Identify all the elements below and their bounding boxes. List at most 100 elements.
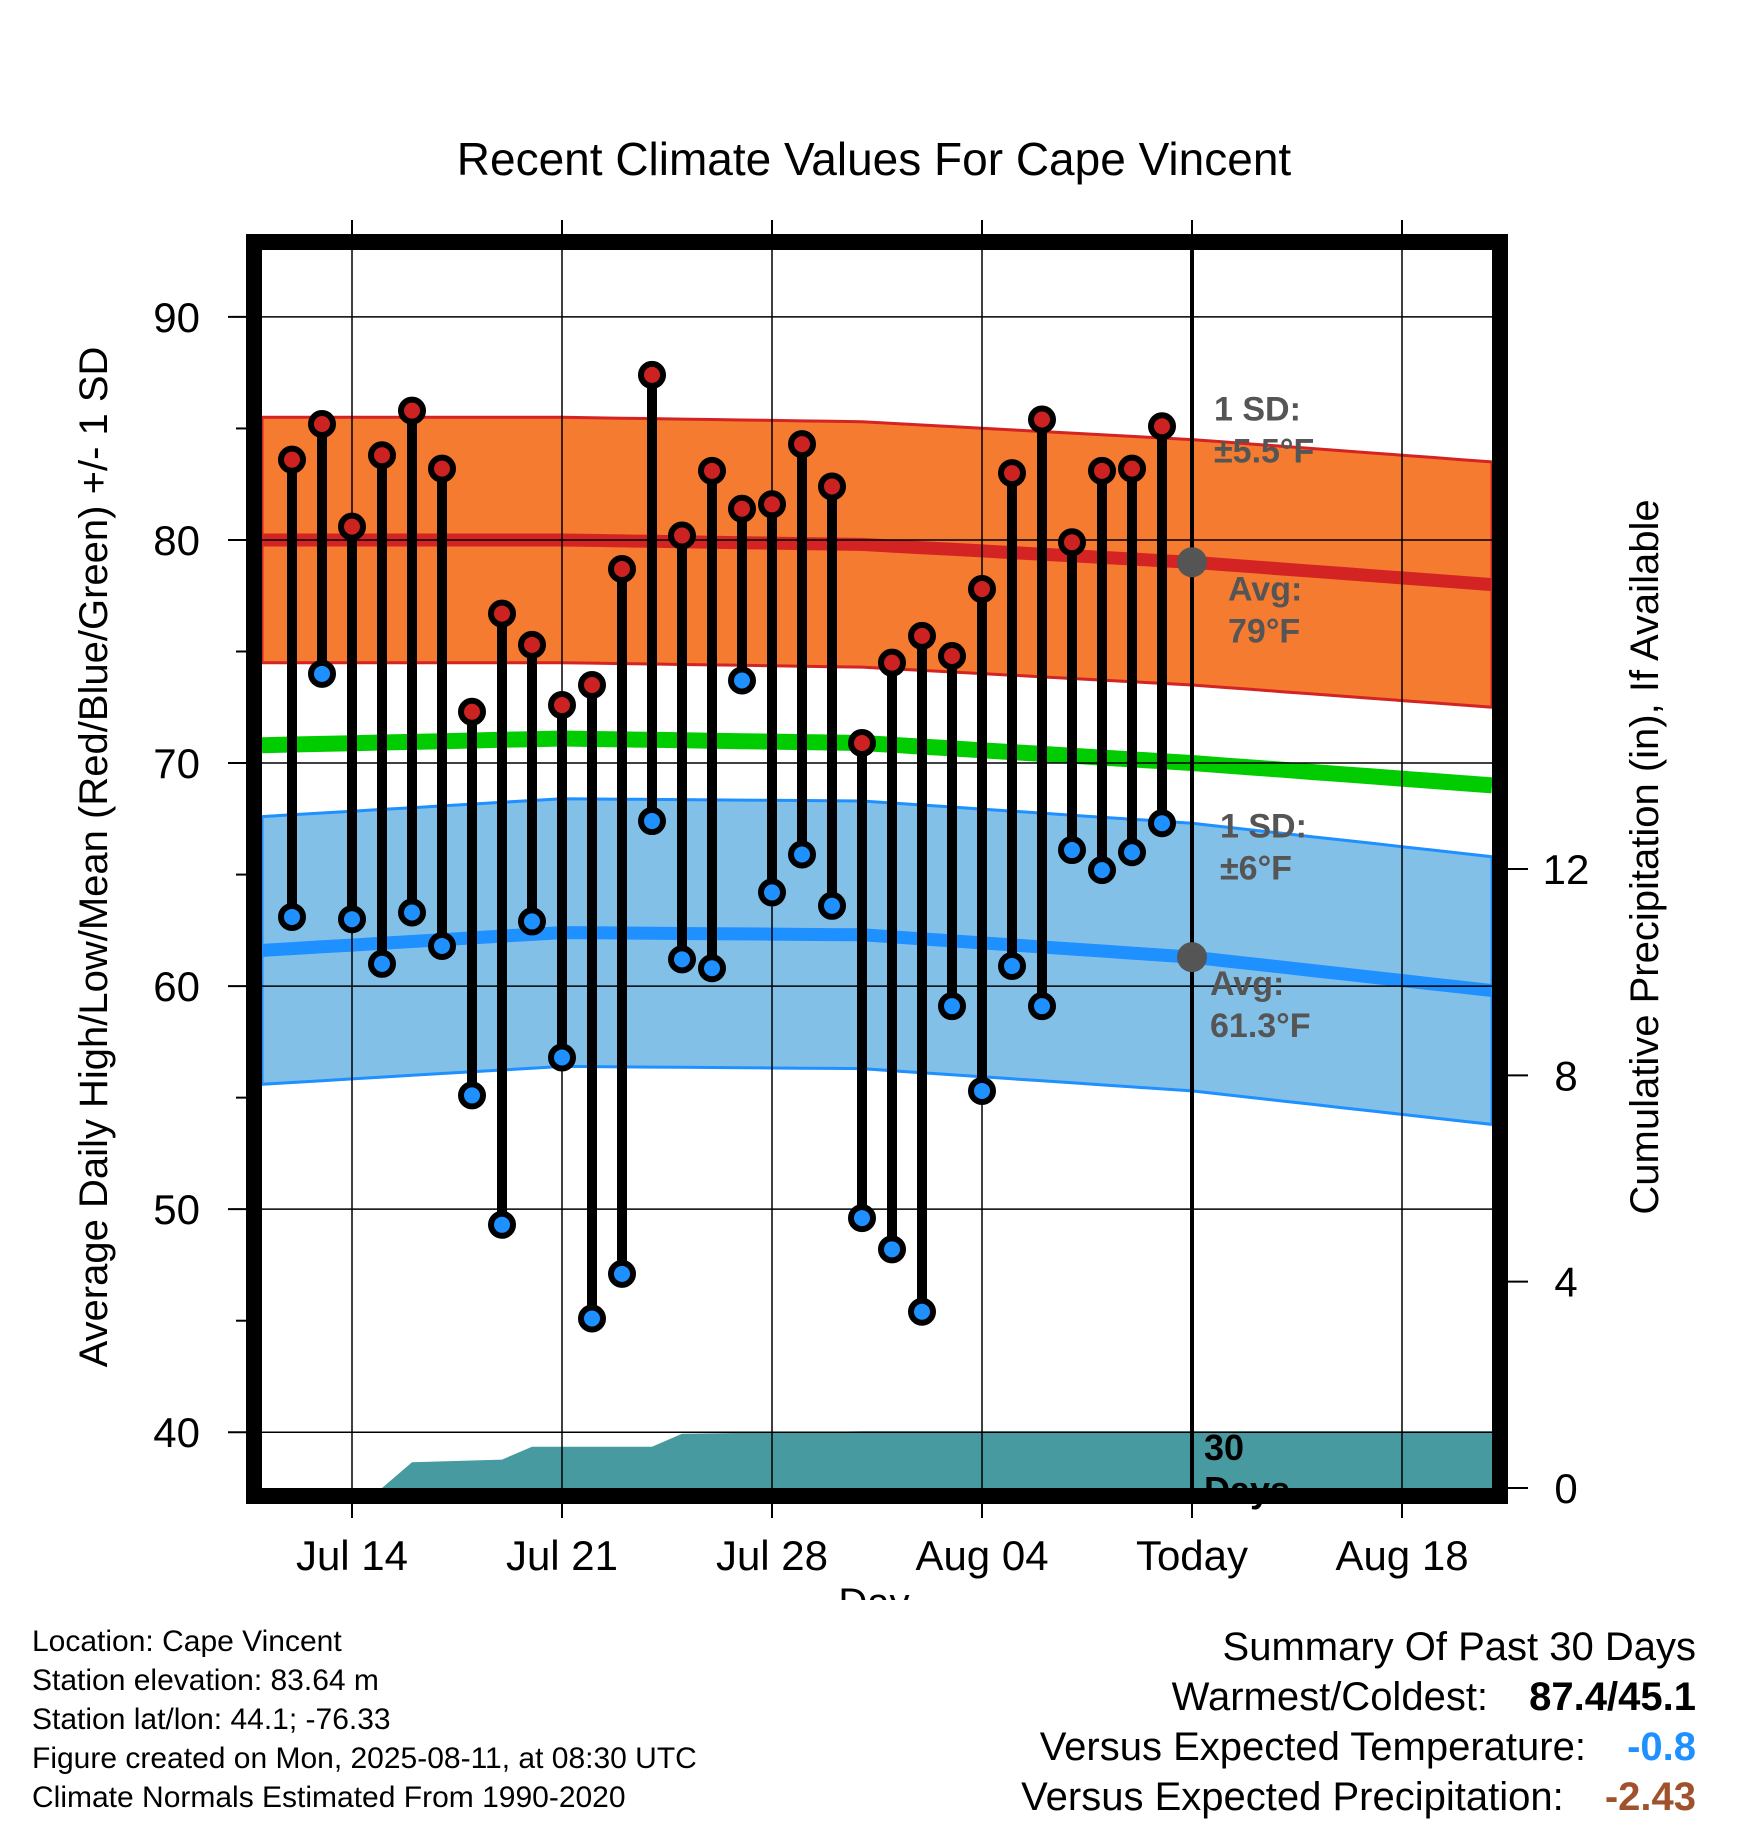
low-temp-point bbox=[428, 931, 456, 960]
high-temp-point bbox=[578, 670, 606, 699]
high-temp-point bbox=[938, 641, 966, 670]
temp-value: -0.8 bbox=[1627, 1725, 1696, 1769]
summary-warmest-row: Warmest/Coldest: 87.4/45.1 bbox=[1021, 1672, 1696, 1722]
high-temp-point bbox=[1118, 454, 1146, 483]
low-temp-point bbox=[278, 902, 306, 931]
y-tick-label: 60 bbox=[153, 963, 200, 1010]
precip-value: -2.43 bbox=[1604, 1775, 1696, 1819]
high-temp-point bbox=[698, 456, 726, 485]
chart-title: Recent Climate Values For Cape Vincent bbox=[457, 133, 1292, 185]
high-temp-point bbox=[1088, 456, 1116, 485]
location-text: Location: Cape Vincent bbox=[32, 1625, 342, 1658]
plot-frame bbox=[246, 234, 1508, 1504]
precip-area bbox=[382, 1431, 1492, 1488]
high-temp-point bbox=[998, 459, 1026, 488]
high-temp-point bbox=[458, 697, 486, 726]
high-temp-point bbox=[308, 409, 336, 438]
low-temp-point bbox=[518, 907, 546, 936]
high-temp-point bbox=[668, 521, 696, 550]
low-avg-annotation: 61.3°F bbox=[1210, 1007, 1311, 1045]
low-temp-point bbox=[998, 952, 1026, 981]
low-temp-point bbox=[1118, 838, 1146, 867]
high-temp-point bbox=[398, 396, 426, 425]
plot-area: Jul 14 Jul 21 Jul 28 Aug 04 Today Aug 1840506… bbox=[153, 220, 1589, 1579]
warmest-value: 87.4/45.1 bbox=[1529, 1675, 1696, 1719]
summary-title: Summary Of Past 30 Days bbox=[1222, 1625, 1696, 1669]
y-tick-label: 50 bbox=[153, 1186, 200, 1233]
low-temp-point bbox=[338, 905, 366, 934]
today-low-avg-marker bbox=[1177, 942, 1207, 973]
low-temp-point bbox=[938, 992, 966, 1021]
low-temp-point bbox=[368, 949, 396, 978]
created-text: Figure created on Mon, 2025-08-11, at 08… bbox=[32, 1742, 697, 1775]
low-temp-point bbox=[668, 945, 696, 974]
high-temp-point bbox=[518, 630, 546, 659]
high-temp-point bbox=[848, 728, 876, 757]
high-temp-point bbox=[1028, 405, 1056, 434]
high-temp-point bbox=[758, 490, 786, 519]
low-temp-point bbox=[458, 1081, 486, 1110]
summary-temp-row: Versus Expected Temperature: -0.8 bbox=[1021, 1722, 1696, 1772]
high-sd-annotation: ±5.5°F bbox=[1214, 432, 1314, 470]
low-temp-point bbox=[578, 1304, 606, 1333]
high-temp-point bbox=[638, 360, 666, 389]
low-temp-point bbox=[488, 1210, 516, 1239]
climate-chart: Recent Climate Values For Cape Vincent J… bbox=[72, 133, 1667, 1600]
high-sd-annotation: 1 SD: bbox=[1214, 390, 1301, 428]
y2-tick-label: 8 bbox=[1554, 1052, 1577, 1099]
high-temp-point bbox=[1148, 412, 1176, 441]
high-temp-point bbox=[728, 494, 756, 523]
x-tick-label: Jul 28 bbox=[716, 1532, 828, 1579]
x-tick-label: Today bbox=[1136, 1532, 1248, 1579]
high-temp-point bbox=[278, 445, 306, 474]
low-temp-point bbox=[908, 1297, 936, 1326]
station-info: Location: Cape Vincent Station elevation… bbox=[32, 1622, 697, 1817]
high-temp-point bbox=[818, 472, 846, 501]
x-tick-label: Jul 21 bbox=[506, 1532, 618, 1579]
high-temp-point bbox=[878, 648, 906, 677]
x-tick-label: Aug 04 bbox=[915, 1532, 1048, 1579]
low-temp-point bbox=[608, 1259, 636, 1288]
low-temp-point bbox=[1148, 809, 1176, 838]
high-temp-point bbox=[338, 512, 366, 541]
high-temp-point bbox=[968, 575, 996, 604]
low-temp-point bbox=[308, 659, 336, 688]
low-temp-point bbox=[968, 1076, 996, 1105]
high-temp-point bbox=[548, 691, 576, 720]
low-sd-annotation: 1 SD: bbox=[1220, 808, 1307, 846]
high-temp-point bbox=[1058, 528, 1086, 557]
high-avg-annotation: 79°F bbox=[1228, 612, 1300, 650]
low-temp-point bbox=[638, 807, 666, 836]
normals-text: Climate Normals Estimated From 1990-2020 bbox=[32, 1781, 626, 1814]
y2-tick-label: 4 bbox=[1554, 1259, 1577, 1306]
elevation-text: Station elevation: 83.64 m bbox=[32, 1664, 379, 1697]
latlon-text: Station lat/lon: 44.1; -76.33 bbox=[32, 1703, 391, 1736]
high-temp-point bbox=[788, 430, 816, 459]
low-temp-point bbox=[818, 891, 846, 920]
low-temp-point bbox=[698, 954, 726, 983]
y2-tick-label: 0 bbox=[1554, 1465, 1577, 1512]
y-tick-label: 90 bbox=[153, 294, 200, 341]
high-temp-point bbox=[488, 599, 516, 628]
high-temp-point bbox=[608, 554, 636, 583]
high-temp-point bbox=[428, 454, 456, 483]
low-avg-annotation: Avg: bbox=[1210, 965, 1284, 1003]
today-high-avg-marker bbox=[1177, 547, 1207, 578]
days-annotation: 30 bbox=[1204, 1427, 1244, 1468]
y-tick-label: 70 bbox=[153, 740, 200, 787]
low-temp-point bbox=[1058, 836, 1086, 865]
high-avg-annotation: Avg: bbox=[1228, 570, 1302, 608]
high-temp-point bbox=[368, 441, 396, 470]
y2-tick-label: 12 bbox=[1543, 846, 1590, 893]
y-tick-label: 40 bbox=[153, 1409, 200, 1456]
temp-label: Versus Expected Temperature: bbox=[1039, 1725, 1586, 1769]
high-temp-point bbox=[908, 621, 936, 650]
x-tick-label: Aug 18 bbox=[1335, 1532, 1468, 1579]
low-temp-point bbox=[548, 1043, 576, 1072]
low-temp-point bbox=[878, 1235, 906, 1264]
x-tick-label: Jul 14 bbox=[296, 1532, 408, 1579]
y-tick-label: 80 bbox=[153, 517, 200, 564]
precip-label: Versus Expected Precipitation: bbox=[1021, 1775, 1564, 1819]
summary-panel: Summary Of Past 30 Days Warmest/Coldest:… bbox=[1021, 1622, 1696, 1822]
low-sd-annotation: ±6°F bbox=[1220, 850, 1292, 888]
